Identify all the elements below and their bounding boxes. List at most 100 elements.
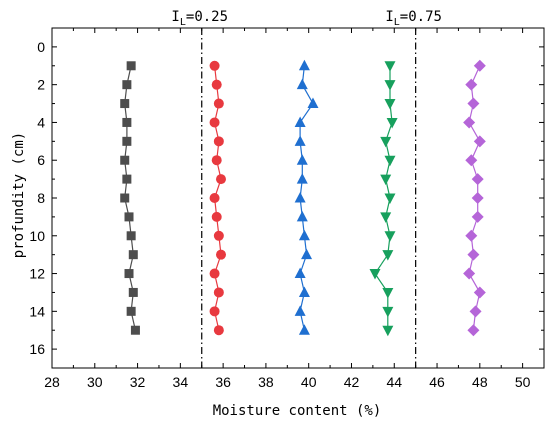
data-point-circle (209, 117, 220, 128)
data-point-circle (209, 60, 220, 71)
x-tick-label: 50 (515, 374, 531, 390)
x-tick-label: 32 (130, 374, 146, 390)
data-point-square (120, 193, 130, 203)
data-point-triangle-up (294, 116, 306, 127)
x-tick-label: 46 (429, 374, 445, 390)
data-point-circle (209, 193, 220, 203)
data-point-square (128, 287, 138, 297)
data-point-triangle-up (296, 154, 308, 165)
x-tick-label: 38 (258, 374, 274, 390)
y-tick-label: 8 (37, 190, 45, 206)
data-point-circle (211, 155, 222, 166)
data-point-diamond (473, 286, 486, 299)
data-point-triangle-down (369, 269, 381, 280)
reference-line-label: IL=0.25 (171, 9, 228, 28)
data-point-triangle-up (298, 286, 310, 297)
data-point-diamond (469, 305, 482, 318)
data-point-triangle-up (307, 97, 319, 109)
data-point-diamond (467, 324, 480, 337)
data-point-triangle-up (298, 229, 310, 241)
data-point-triangle-down (384, 99, 396, 110)
data-point-diamond (465, 78, 478, 91)
data-point-triangle-down (384, 61, 396, 72)
x-tick-label: 36 (215, 374, 231, 390)
data-point-diamond (467, 97, 480, 110)
data-point-triangle-down (384, 155, 396, 167)
data-point-diamond (473, 59, 486, 72)
data-point-triangle-up (296, 210, 308, 222)
data-point-diamond (471, 173, 484, 186)
series-circle (209, 60, 226, 336)
x-axis-title: Moisture content (%) (213, 403, 382, 419)
x-axis-ticks: 28 30 32 34 36 38 40 42 44 46 48 50 (44, 28, 531, 390)
y-tick-label: 14 (29, 303, 45, 319)
x-tick-label: 42 (344, 374, 360, 390)
data-point-triangle-up (298, 59, 310, 71)
x-tick-label: 30 (87, 374, 103, 390)
y-axis-ticks: 0 2 4 6 8 10 12 14 16 (29, 39, 544, 357)
data-point-square (130, 325, 140, 335)
data-point-circle (213, 230, 224, 241)
x-tick-label: 48 (472, 374, 488, 390)
series-diamond (463, 59, 486, 337)
y-tick-label: 10 (29, 228, 45, 244)
data-point-circle (209, 306, 220, 317)
data-point-triangle-down (380, 136, 392, 148)
data-point-triangle-down (386, 117, 398, 129)
data-point-square (122, 80, 132, 90)
reference-lines: IL=0.25 IL=0.75 (171, 9, 442, 368)
data-point-triangle-down (382, 325, 394, 337)
data-point-circle (209, 268, 220, 279)
data-point-triangle-up (294, 192, 306, 203)
y-tick-label: 2 (37, 77, 45, 93)
data-point-square (126, 306, 136, 316)
y-tick-label: 16 (29, 341, 45, 357)
data-point-triangle-down (382, 250, 394, 261)
data-point-triangle-down (382, 306, 394, 318)
data-point-diamond (465, 229, 478, 242)
data-point-triangle-down (384, 193, 396, 204)
x-tick-label: 34 (173, 374, 189, 390)
data-point-square (128, 250, 138, 260)
data-point-square (122, 174, 132, 184)
data-point-circle (213, 136, 224, 147)
data-point-diamond (471, 210, 484, 223)
data-point-circle (213, 98, 224, 109)
data-point-triangle-up (296, 78, 308, 90)
data-point-circle (215, 249, 226, 260)
data-point-diamond (467, 248, 480, 261)
data-point-triangle-down (384, 231, 396, 242)
data-point-triangle-down (380, 212, 392, 223)
data-point-circle (211, 79, 222, 90)
data-point-triangle-down (382, 287, 394, 299)
data-point-circle (211, 211, 222, 222)
y-tick-label: 0 (37, 39, 45, 55)
data-point-triangle-up (294, 135, 306, 146)
data-point-triangle-up (296, 173, 308, 184)
y-axis-title: profundity (cm) (11, 132, 27, 258)
data-point-square (122, 136, 132, 146)
data-point-triangle-up (294, 305, 306, 316)
data-point-triangle-up (294, 267, 306, 279)
data-point-triangle-down (380, 174, 392, 186)
data-point-circle (213, 287, 224, 298)
series-square (120, 61, 140, 335)
data-point-square (126, 231, 136, 241)
data-point-square (126, 61, 136, 71)
data-point-square (122, 117, 132, 127)
data-point-diamond (471, 192, 484, 204)
data-point-diamond (463, 267, 476, 280)
series-triangle-up (294, 59, 319, 335)
data-point-square (124, 269, 134, 279)
data-point-triangle-up (301, 248, 313, 260)
data-point-circle (213, 325, 224, 336)
data-point-triangle-down (384, 80, 396, 91)
data-point-diamond (463, 116, 476, 129)
y-tick-label: 12 (29, 266, 45, 282)
x-tick-label: 28 (44, 374, 60, 390)
y-tick-label: 6 (37, 152, 45, 168)
data-point-diamond (465, 154, 478, 167)
data-point-triangle-up (298, 324, 310, 335)
data-point-square (120, 155, 130, 165)
